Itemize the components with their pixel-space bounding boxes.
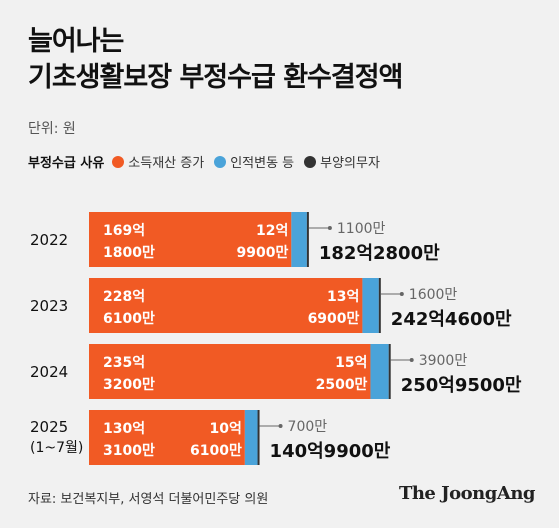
total-label: 182억2800만 (319, 243, 440, 264)
year-label: 2024 (30, 363, 68, 381)
support-label: 700만 (288, 419, 328, 435)
support-leader-dot (327, 226, 332, 230)
support-leader-dot (409, 358, 414, 362)
total-label: 242억4600만 (391, 309, 512, 330)
legend-item-personal: 인적변동 등 (214, 152, 294, 171)
support-leader-dot (399, 292, 404, 296)
bar-income (89, 344, 371, 399)
personal-label: 9900만 (236, 245, 288, 261)
year-sublabel: (1~7월) (30, 440, 83, 456)
bar-income (89, 212, 292, 267)
personal-label: 15억 (335, 355, 367, 371)
income-label: 228억 (103, 289, 145, 305)
chart-title: 늘어나는 기초생활보장 부정수급 환수결정액 (28, 24, 403, 96)
income-label: 130억 (103, 421, 145, 437)
bar-chart: 2022 169억 1800만 12억 9900만 1100만 182억2800만 2023 2… (30, 212, 522, 465)
bar-personal (291, 212, 307, 267)
title-line-2: 기초생활보장 부정수급 환수결정액 (28, 62, 403, 93)
support-label: 3900만 (419, 353, 468, 369)
bar-income (89, 410, 245, 465)
bar-support (388, 344, 391, 399)
legend-label-support: 부양의무자 (320, 156, 380, 171)
legend-item-support: 부양의무자 (304, 152, 380, 171)
legend-swatch-income (112, 155, 125, 168)
bar-support (257, 410, 260, 465)
title-line-1: 늘어나는 (28, 26, 124, 57)
brand-logo: The JoongAng (398, 483, 536, 504)
personal-label: 6900만 (308, 311, 360, 327)
unit-label: 단위: 원 (28, 121, 76, 137)
income-label: 1800만 (103, 245, 155, 261)
support-leader-dot (278, 424, 283, 428)
bar-personal (362, 278, 379, 333)
support-label: 1600만 (409, 287, 458, 303)
legend: 부정수급 사유 소득재산 증가 인적변동 등 부양의무자 (28, 152, 390, 171)
legend-label-income: 소득재산 증가 (128, 156, 205, 171)
bar-personal (370, 344, 389, 399)
year-label: 2025 (30, 418, 68, 436)
personal-label: 12억 (256, 223, 288, 239)
personal-label: 13억 (327, 289, 359, 305)
bar-support (306, 212, 309, 267)
bar-personal (244, 410, 258, 465)
total-label: 140억9900만 (270, 441, 391, 462)
source-note: 자료: 보건복지부, 서영석 더불어민주당 의원 (28, 492, 269, 507)
income-label: 3100만 (103, 443, 155, 459)
legend-title: 부정수급 사유 (28, 156, 105, 171)
bar-income (89, 278, 363, 333)
legend-label-personal: 인적변동 등 (230, 156, 295, 171)
legend-swatch-personal (214, 155, 227, 168)
support-label: 1100만 (337, 221, 386, 237)
personal-label: 10억 (209, 421, 241, 437)
bar-support (378, 278, 381, 333)
year-label: 2023 (30, 297, 68, 315)
personal-label: 2500만 (316, 377, 368, 393)
personal-label: 6100만 (190, 443, 242, 459)
legend-item-income: 소득재산 증가 (112, 152, 204, 171)
income-label: 169억 (103, 223, 145, 239)
income-label: 235억 (103, 355, 145, 371)
income-label: 3200만 (103, 377, 155, 393)
year-label: 2022 (30, 231, 68, 249)
legend-swatch-support (304, 155, 317, 168)
total-label: 250억9500만 (401, 375, 522, 396)
income-label: 6100만 (103, 311, 155, 327)
